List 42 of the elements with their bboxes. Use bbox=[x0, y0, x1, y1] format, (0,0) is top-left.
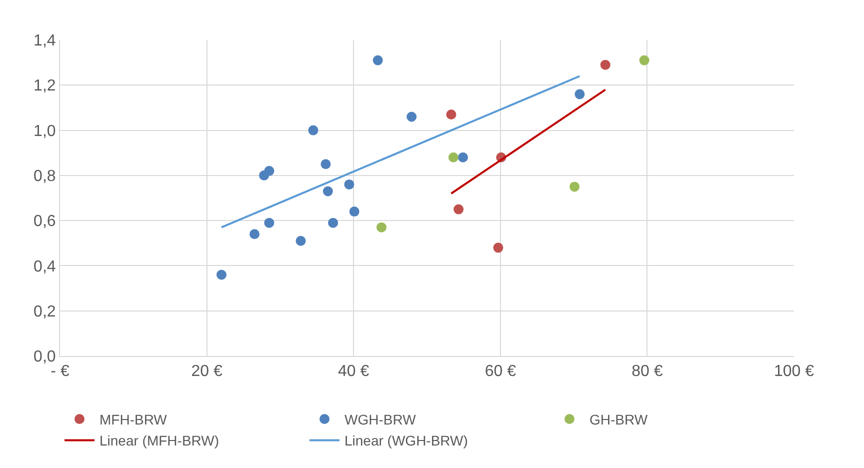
x-tick-label: 60 € bbox=[484, 363, 516, 380]
y-tick-label: 1,0 bbox=[34, 122, 56, 140]
legend-label: Linear (WGH-BRW) bbox=[344, 432, 468, 449]
legend-label: MFH-BRW bbox=[100, 411, 168, 428]
point bbox=[322, 186, 333, 196]
point bbox=[446, 109, 456, 120]
point bbox=[639, 55, 650, 66]
y-tick-label: 0,6 bbox=[34, 213, 56, 230]
point bbox=[250, 229, 260, 240]
y-tick-label: 1,4 bbox=[34, 32, 56, 50]
point bbox=[570, 182, 580, 192]
point bbox=[344, 179, 354, 190]
point bbox=[372, 55, 383, 66]
y-tick-label: 0,0 bbox=[34, 348, 56, 366]
x-tick-label: 80 € bbox=[632, 363, 663, 380]
point bbox=[458, 152, 468, 162]
y-tick-label: 1,2 bbox=[34, 78, 56, 95]
point bbox=[493, 242, 504, 253]
x-tick-label: - € bbox=[50, 363, 70, 380]
point bbox=[448, 152, 458, 162]
point bbox=[264, 166, 274, 176]
legend-label: WGH-BRW bbox=[344, 411, 417, 428]
point bbox=[296, 236, 306, 246]
legend-label: GH-BRW bbox=[590, 411, 648, 428]
point bbox=[349, 206, 360, 217]
point bbox=[264, 218, 274, 228]
x-tick-label: 100 € bbox=[774, 363, 814, 380]
point bbox=[574, 89, 585, 100]
point bbox=[328, 218, 338, 228]
point bbox=[406, 112, 417, 122]
x-tick-label: 40 € bbox=[338, 363, 370, 380]
point bbox=[216, 270, 226, 280]
y-tick-label: 0,8 bbox=[34, 168, 56, 186]
legend-label: Linear (MFH-BRW) bbox=[100, 432, 220, 449]
point bbox=[454, 204, 464, 214]
y-tick-label: 0,4 bbox=[34, 258, 56, 276]
x-tick-label: 20 € bbox=[191, 363, 222, 380]
point bbox=[600, 60, 610, 70]
point bbox=[308, 125, 318, 136]
point bbox=[376, 222, 386, 232]
y-tick-label: 0,2 bbox=[34, 303, 56, 320]
point bbox=[320, 159, 331, 170]
